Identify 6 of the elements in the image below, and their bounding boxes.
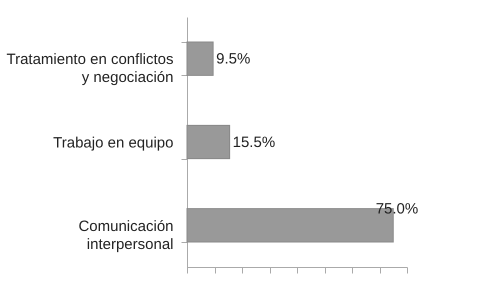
data-label: 75.0%: [376, 200, 418, 218]
y-tick-label: Tratamiento en conflictos y negociación: [6, 51, 174, 86]
y-tick-label: Comunicación interpersonal: [78, 218, 174, 253]
y-tick-label: Trabajo en equipo: [53, 134, 174, 152]
data-label: 9.5%: [216, 50, 250, 68]
data-label: 15.5%: [232, 134, 276, 151]
